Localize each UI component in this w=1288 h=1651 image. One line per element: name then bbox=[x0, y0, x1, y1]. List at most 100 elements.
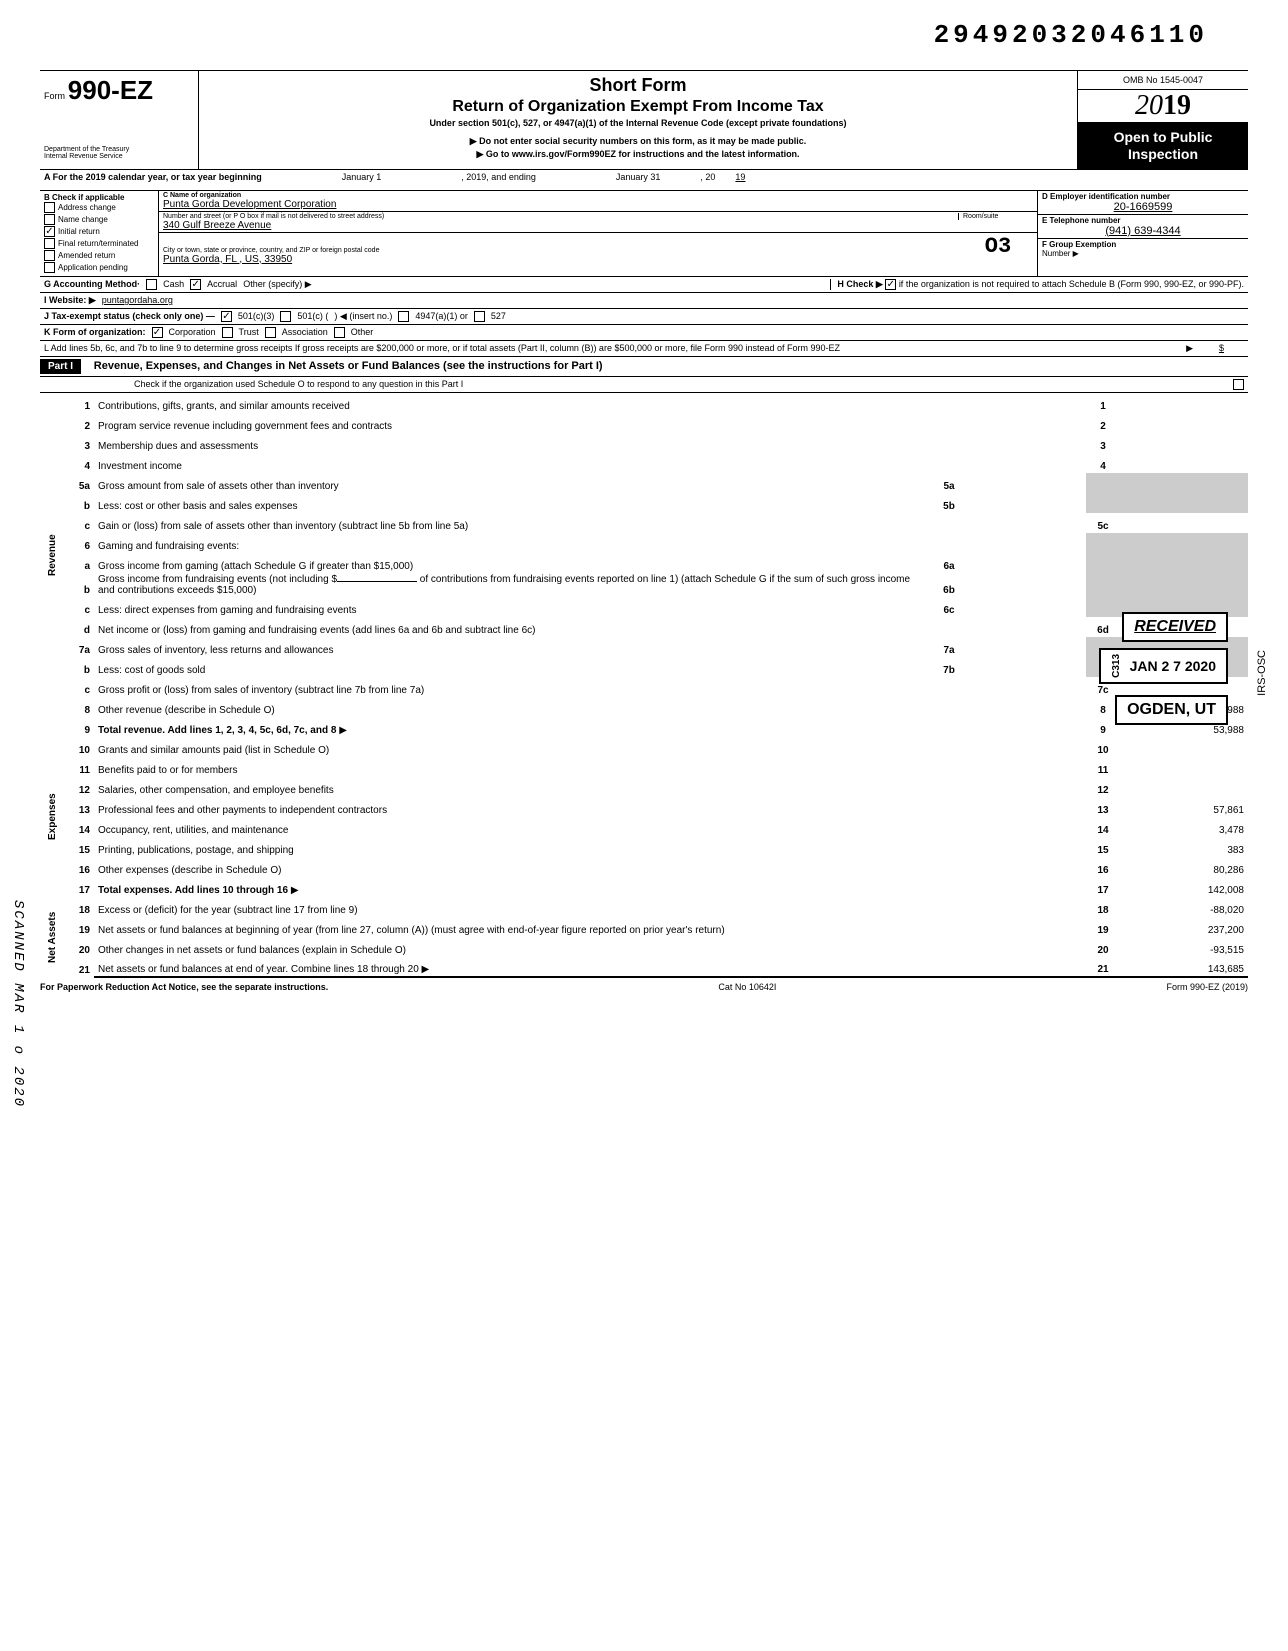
cb-527[interactable] bbox=[474, 311, 485, 322]
cb-501c3[interactable]: ✓ bbox=[221, 311, 232, 322]
line6b-val bbox=[968, 573, 1086, 597]
date-stamp: JAN 2 7 2020 bbox=[1130, 658, 1216, 674]
line5a-val bbox=[968, 473, 1086, 493]
line9-desc: Total revenue. Add lines 1, 2, 3, 4, 5c,… bbox=[98, 725, 336, 736]
line7a-desc: Gross sales of inventory, less returns a… bbox=[98, 645, 333, 656]
g-label: G Accounting Method· bbox=[44, 279, 140, 289]
line21-val: 143,685 bbox=[1120, 957, 1248, 977]
l-dollar: $ bbox=[1199, 343, 1244, 353]
line-i: I Website: ▶ puntagordaha.org bbox=[40, 293, 1248, 309]
c-label: C Name of organization bbox=[163, 192, 1033, 199]
line12-desc: Salaries, other compensation, and employ… bbox=[98, 785, 334, 796]
cb-assoc[interactable] bbox=[265, 327, 276, 338]
cb-501c[interactable] bbox=[280, 311, 291, 322]
e-label: E Telephone number bbox=[1042, 216, 1244, 225]
revenue-side-label: Revenue bbox=[40, 393, 62, 717]
form-title: Return of Organization Exempt From Incom… bbox=[209, 98, 1067, 116]
cb-app-pending[interactable] bbox=[44, 262, 55, 273]
org-address: 340 Gulf Breeze Avenue bbox=[163, 220, 958, 231]
k-label: K Form of organization: bbox=[44, 327, 146, 337]
line19-val: 237,200 bbox=[1120, 917, 1248, 937]
line5b-desc: Less: cost or other basis and sales expe… bbox=[98, 501, 298, 512]
h-label: H Check ▶ bbox=[837, 279, 882, 289]
line11-desc: Benefits paid to or for members bbox=[98, 765, 238, 776]
website-note: ▶ Go to www.irs.gov/Form990EZ for instru… bbox=[209, 149, 1067, 160]
line10-desc: Grants and similar amounts paid (list in… bbox=[98, 745, 329, 756]
line7b-val bbox=[968, 657, 1086, 677]
cb-4947[interactable] bbox=[398, 311, 409, 322]
line4-val bbox=[1120, 453, 1248, 473]
initial-label: Initial return bbox=[58, 227, 100, 236]
line6a-val bbox=[968, 553, 1086, 573]
tax-year-begin: January 1 bbox=[342, 172, 382, 188]
l-text: L Add lines 5b, 6c, and 7b to line 9 to … bbox=[44, 343, 840, 353]
cb-name-change[interactable] bbox=[44, 214, 55, 225]
part1-check-row: Check if the organization used Schedule … bbox=[40, 377, 1248, 393]
form-prefix: Form bbox=[44, 91, 65, 101]
cb-amended[interactable] bbox=[44, 250, 55, 261]
line18-desc: Excess or (deficit) for the year (subtra… bbox=[98, 905, 358, 916]
line1-desc: Contributions, gifts, grants, and simila… bbox=[98, 401, 350, 412]
i-label: I Website: ▶ bbox=[44, 295, 96, 306]
line8-desc: Other revenue (describe in Schedule O) bbox=[98, 705, 275, 716]
short-form-label: Short Form bbox=[209, 75, 1067, 96]
addr-label: Number and street (or P O box if mail is… bbox=[163, 213, 958, 220]
line5b-val bbox=[968, 493, 1086, 513]
line2-desc: Program service revenue including govern… bbox=[98, 421, 392, 432]
part1-title: Revenue, Expenses, and Changes in Net As… bbox=[94, 360, 603, 372]
revenue-table: Revenue 1Contributions, gifts, grants, a… bbox=[40, 393, 1248, 978]
insert-label: ) ◀ (insert no.) bbox=[334, 311, 392, 322]
trust-label: Trust bbox=[239, 327, 259, 337]
line7c-desc: Gross profit or (loss) from sales of inv… bbox=[98, 685, 424, 696]
b-label: B Check if applicable bbox=[44, 193, 154, 202]
omb-number: OMB No 1545-0047 bbox=[1078, 71, 1248, 90]
other-org-label: Other bbox=[351, 327, 374, 337]
final-label: Final return/terminated bbox=[58, 239, 138, 248]
tax-year: 2019 bbox=[1078, 90, 1248, 123]
line5c-desc: Gain or (loss) from sale of assets other… bbox=[98, 521, 468, 532]
form-title-block: Short Form Return of Organization Exempt… bbox=[199, 71, 1077, 169]
ssn-note: ▶ Do not enter social security numbers o… bbox=[209, 136, 1067, 147]
line1-val bbox=[1120, 393, 1248, 413]
addr-change-label: Address change bbox=[58, 203, 116, 212]
line16-desc: Other expenses (describe in Schedule O) bbox=[98, 865, 281, 876]
line-l: L Add lines 5b, 6c, and 7b to line 9 to … bbox=[40, 341, 1248, 357]
cb-final-return[interactable] bbox=[44, 238, 55, 249]
cb-cash[interactable] bbox=[146, 279, 157, 290]
cb-trust[interactable] bbox=[222, 327, 233, 338]
d-label: D Employer identification number bbox=[1042, 192, 1244, 201]
cb-initial-return[interactable]: ✓ bbox=[44, 226, 55, 237]
501c3-label: 501(c)(3) bbox=[238, 311, 275, 321]
line7a-val bbox=[968, 637, 1086, 657]
cb-schedule-o[interactable] bbox=[1233, 379, 1244, 390]
line17-desc: Total expenses. Add lines 10 through 16 bbox=[98, 885, 288, 896]
room-suite-label: Room/suite bbox=[958, 213, 1033, 220]
cb-h[interactable]: ✓ bbox=[885, 279, 896, 290]
corp-label: Corporation bbox=[169, 327, 216, 337]
line11-val bbox=[1120, 757, 1248, 777]
assoc-label: Association bbox=[282, 327, 328, 337]
line13-desc: Professional fees and other payments to … bbox=[98, 805, 387, 816]
cb-corp[interactable]: ✓ bbox=[152, 327, 163, 338]
527-label: 527 bbox=[491, 311, 506, 321]
line6b-pre: Gross income from fundraising events (no… bbox=[98, 574, 337, 585]
amended-label: Amended return bbox=[58, 251, 115, 260]
cb-other-org[interactable] bbox=[334, 327, 345, 338]
received-stamp: RECEIVED bbox=[1122, 612, 1228, 642]
l-arrow: ▶ bbox=[1186, 343, 1193, 354]
501c-label: 501(c) ( bbox=[297, 311, 328, 321]
cb-accrual[interactable]: ✓ bbox=[190, 279, 201, 290]
c313-stamp: C313 bbox=[1111, 654, 1122, 678]
column-b: B Check if applicable Address change Nam… bbox=[40, 191, 159, 276]
line3-val bbox=[1120, 433, 1248, 453]
line7b-desc: Less: cost of goods sold bbox=[98, 665, 205, 676]
line19-desc: Net assets or fund balances at beginning… bbox=[98, 925, 725, 936]
irs-osc-stamp: IRS-OSC bbox=[1256, 650, 1268, 696]
cb-address-change[interactable] bbox=[44, 202, 55, 213]
line4-desc: Investment income bbox=[98, 461, 182, 472]
line15-val: 383 bbox=[1120, 837, 1248, 857]
footer-left: For Paperwork Reduction Act Notice, see … bbox=[40, 982, 328, 992]
org-city: Punta Gorda, FL , US, 33950 bbox=[163, 254, 963, 265]
4947-label: 4947(a)(1) or bbox=[415, 311, 468, 321]
line18-val: -88,020 bbox=[1120, 897, 1248, 917]
